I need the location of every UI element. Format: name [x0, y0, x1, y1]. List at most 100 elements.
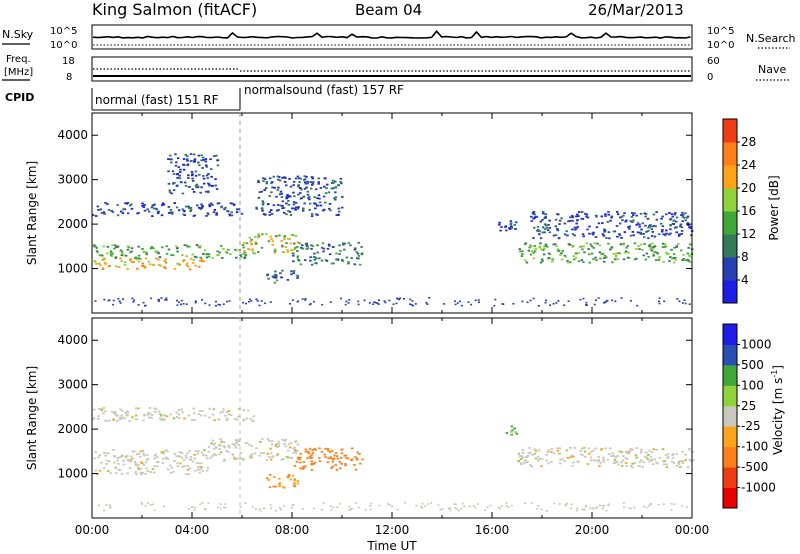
scatter-cell	[286, 251, 290, 253]
scatter-cell	[167, 468, 170, 471]
scatter-cell	[565, 230, 568, 233]
scatter-cell	[675, 246, 678, 248]
scatter-cell	[176, 465, 180, 468]
scatter-cell	[177, 409, 181, 412]
scatter-cell	[143, 413, 146, 416]
scatter-cell	[131, 450, 135, 453]
scatter-cell	[193, 418, 196, 421]
scatter-cell	[222, 460, 226, 462]
scatter-cell	[353, 464, 356, 466]
scatter-cell	[216, 202, 220, 205]
scatter-region	[266, 473, 300, 489]
scatter-cell	[344, 454, 347, 457]
scatter-cell	[269, 504, 272, 506]
scatter-cell	[674, 226, 677, 229]
scatter-cell	[110, 210, 113, 212]
scatter-cell	[532, 251, 535, 254]
scatter-cell	[225, 449, 228, 452]
scatter-cell	[624, 462, 628, 464]
scatter-cell	[241, 253, 245, 255]
scatter-cell	[672, 257, 675, 259]
scatter-cell	[649, 246, 653, 248]
scatter-cell	[646, 458, 650, 461]
scatter-cell	[541, 249, 545, 251]
scatter-cell	[126, 248, 130, 251]
scatter-cell	[124, 456, 128, 459]
scatter-cell	[552, 243, 555, 246]
scatter-cell	[217, 254, 220, 256]
scatter-cell	[133, 450, 136, 453]
scatter-cell	[269, 458, 273, 461]
scatter-cell	[301, 247, 304, 250]
scatter-cell	[635, 248, 638, 250]
scatter-cell	[193, 454, 196, 456]
scatter-cell	[179, 171, 182, 173]
scatter-cell	[223, 506, 226, 509]
scatter-cell	[511, 429, 514, 432]
scatter-cell	[646, 217, 650, 220]
scatter-cell	[170, 466, 173, 469]
scatter-cell	[624, 457, 627, 459]
scatter-cell	[563, 304, 566, 306]
scatter-cell	[377, 303, 380, 305]
scatter-cell	[582, 235, 585, 238]
scatter-cell	[260, 300, 263, 302]
scatter-cell	[544, 224, 548, 227]
scatter-cell	[219, 503, 222, 505]
scatter-cell	[235, 256, 238, 259]
scatter-cell	[123, 263, 127, 266]
scatter-cell	[248, 236, 251, 239]
scatter-cell	[582, 245, 586, 248]
scatter-cell	[317, 181, 320, 184]
scatter-cell	[424, 505, 427, 507]
scatter-cell	[206, 466, 210, 469]
scatter-cell	[275, 195, 278, 198]
scatter-cell	[280, 276, 284, 279]
scatter-cell	[449, 507, 451, 509]
scatter-cell	[310, 184, 314, 186]
scatter-cell	[348, 505, 351, 508]
scatter-cell	[587, 452, 591, 455]
scatter-cell	[305, 248, 308, 250]
scatter-cell	[294, 449, 297, 452]
scatter-cell	[304, 465, 307, 468]
scatter-cell	[160, 297, 163, 299]
scatter-cell	[207, 450, 211, 453]
scatter-cell	[650, 249, 654, 252]
scatter-cell	[520, 463, 523, 466]
scatter-cell	[612, 455, 615, 457]
scatter-cell	[315, 257, 318, 260]
scatter-cell	[476, 503, 479, 505]
scatter-cell	[579, 245, 582, 248]
scatter-cell	[296, 246, 299, 248]
colorbar-tick-label: 24	[741, 158, 756, 172]
scatter-cell	[573, 258, 576, 261]
scatter-cell	[303, 259, 307, 261]
scatter-cell	[533, 226, 536, 229]
scatter-cell	[328, 253, 332, 256]
scatter-cell	[653, 458, 656, 461]
scatter-cell	[623, 231, 627, 233]
scatter-cell	[171, 254, 175, 257]
scatter-cell	[594, 256, 597, 259]
scatter-cell	[603, 228, 606, 231]
scatter-cell	[118, 418, 122, 421]
near-range-scatter	[94, 297, 691, 307]
scatter-cell	[260, 452, 263, 454]
scatter-cell	[543, 217, 547, 219]
scatter-cell	[182, 259, 186, 262]
scatter-cell	[161, 202, 165, 205]
scatter-cell	[248, 443, 251, 446]
scatter-cell	[409, 298, 412, 301]
scatter-cell	[588, 253, 591, 256]
scatter-cell	[681, 302, 684, 304]
scatter-cell	[142, 419, 145, 422]
scatter-cell	[395, 302, 398, 305]
scatter-cell	[643, 236, 646, 239]
scatter-cell	[262, 507, 265, 510]
scatter-cell	[305, 242, 309, 245]
scatter-cell	[102, 245, 105, 248]
scatter-cell	[177, 166, 181, 168]
scatter-cell	[672, 219, 675, 222]
scatter-cell	[560, 217, 563, 220]
